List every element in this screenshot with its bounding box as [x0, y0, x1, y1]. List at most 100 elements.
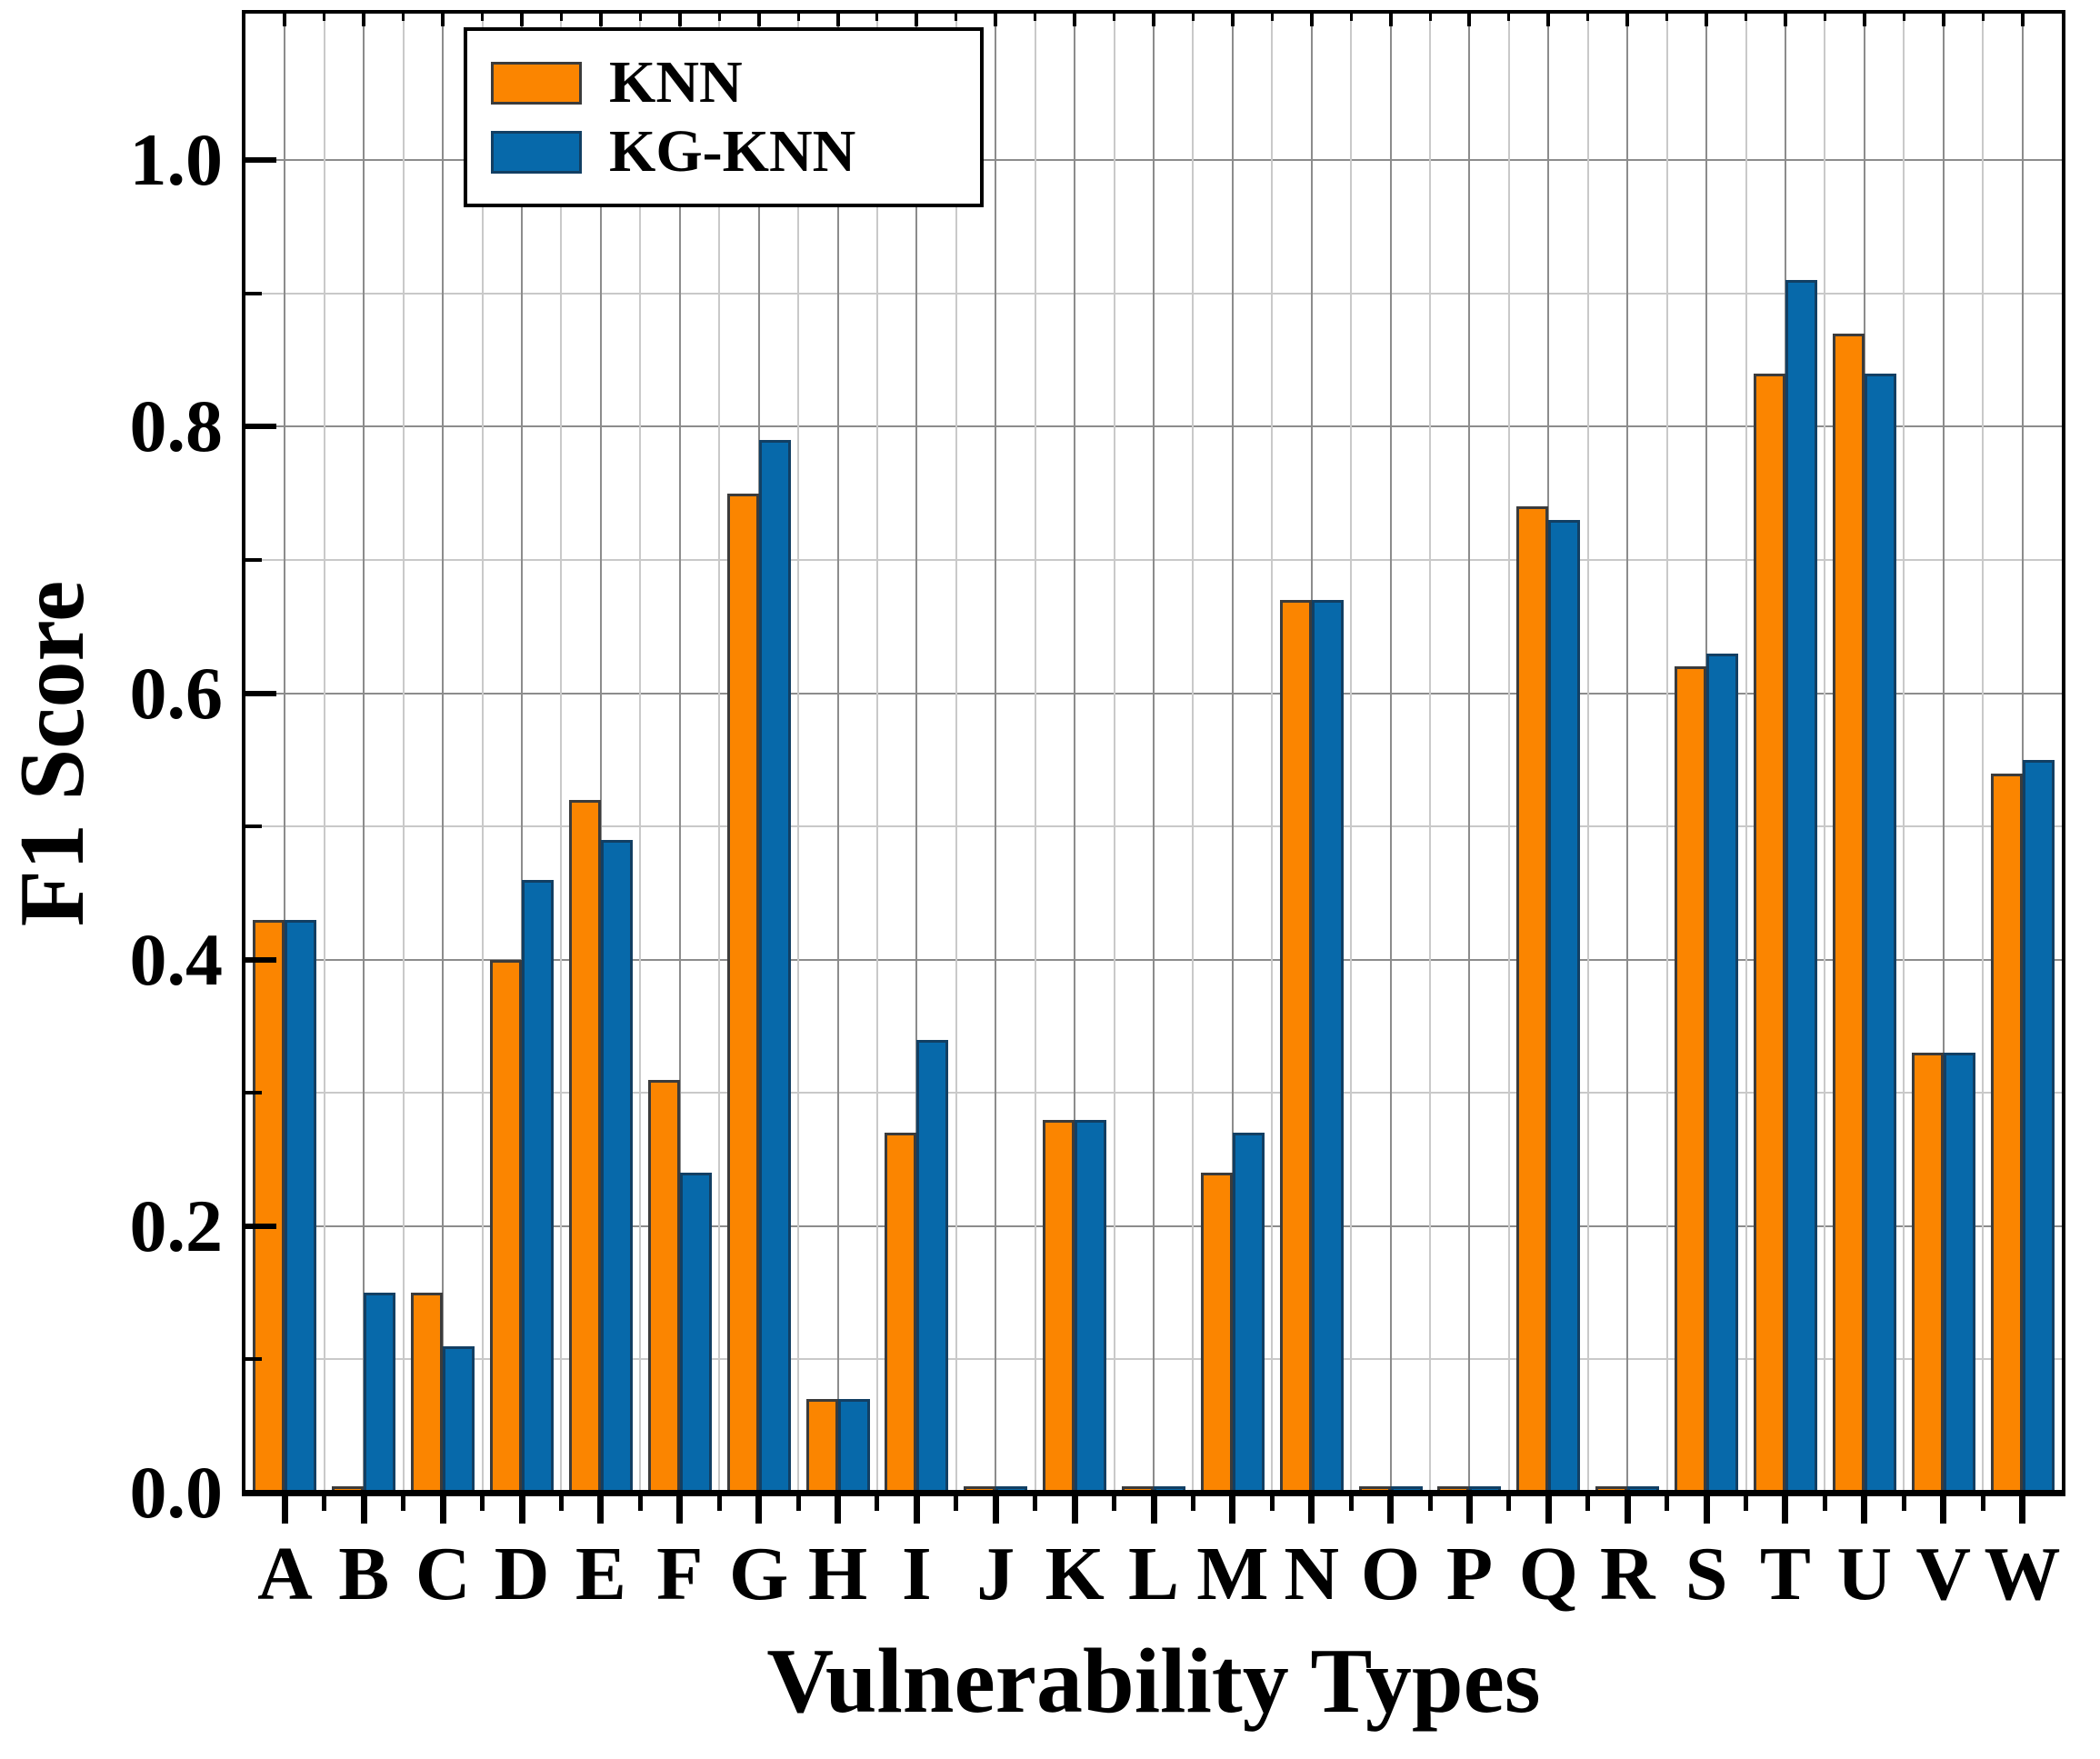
- x-major-tick: [281, 1496, 288, 1524]
- x-major-tick: [913, 1496, 920, 1524]
- x-category-label-A: A: [257, 1532, 313, 1616]
- x-major-tick: [360, 1496, 367, 1524]
- x-minor-tick: [1585, 1496, 1591, 1511]
- plot-area: [245, 14, 2062, 1493]
- y-minor-tick: [245, 1091, 262, 1095]
- x-top-minor-tick: [1586, 14, 1590, 21]
- bar-kg-knn-N: [1311, 599, 1344, 1493]
- y-tick-label-0.2: 0.2: [129, 1184, 224, 1267]
- bar-kg-knn-L: [1154, 1485, 1185, 1493]
- x-top-tick: [915, 14, 919, 26]
- bar-knn-W: [1990, 773, 2023, 1493]
- x-minor-tick: [1190, 1496, 1195, 1511]
- v-gridline-center: [1231, 14, 1234, 1493]
- x-major-tick: [676, 1496, 684, 1524]
- v-gridline-center: [1074, 14, 1076, 1493]
- v-gridline-center: [1389, 14, 1392, 1493]
- x-top-tick: [677, 14, 682, 26]
- bar-kg-knn-D: [522, 879, 555, 1493]
- x-major-tick: [1861, 1496, 1868, 1524]
- v-gridline-center: [284, 14, 286, 1493]
- x-top-minor-tick: [1507, 14, 1511, 21]
- x-top-tick: [1152, 14, 1155, 26]
- x-major-tick: [439, 1496, 446, 1524]
- bar-knn-L: [1122, 1485, 1154, 1493]
- bar-knn-J: [964, 1485, 996, 1493]
- y-tick-label-1.0: 1.0: [129, 118, 224, 202]
- bar-knn-A: [253, 919, 285, 1493]
- v-gridline-boundary: [1982, 14, 1985, 1493]
- y-minor-tick: [245, 291, 262, 295]
- bar-kg-knn-A: [285, 919, 317, 1493]
- bar-kg-knn-O: [1390, 1485, 1423, 1493]
- x-category-label-J: J: [976, 1532, 1015, 1616]
- bar-kg-knn-B: [364, 1293, 396, 1493]
- x-category-label-C: C: [415, 1532, 471, 1616]
- bar-kg-knn-G: [758, 440, 791, 1493]
- x-minor-tick: [1427, 1496, 1433, 1511]
- x-category-label-B: B: [338, 1532, 390, 1616]
- legend-label-kg-knn: KG-KNN: [609, 118, 856, 185]
- x-minor-tick: [637, 1496, 643, 1511]
- x-major-tick: [1545, 1496, 1552, 1524]
- v-gridline-boundary: [481, 14, 484, 1493]
- bar-kg-knn-J: [995, 1485, 1028, 1493]
- v-gridline-center: [442, 14, 445, 1493]
- x-top-minor-tick: [796, 14, 800, 21]
- v-gridline-boundary: [1903, 14, 1905, 1493]
- x-minor-tick: [1901, 1496, 1906, 1511]
- x-top-minor-tick: [323, 14, 326, 21]
- x-major-tick: [1465, 1496, 1473, 1524]
- bar-kg-knn-U: [1864, 373, 1896, 1493]
- bar-kg-knn-W: [2022, 759, 2055, 1493]
- x-minor-tick: [1112, 1496, 1117, 1511]
- x-category-label-R: R: [1599, 1532, 1655, 1616]
- x-category-label-N: N: [1284, 1532, 1340, 1616]
- x-top-minor-tick: [638, 14, 642, 21]
- bar-knn-E: [568, 799, 601, 1493]
- v-gridline-boundary: [1586, 14, 1589, 1493]
- x-top-tick: [756, 14, 761, 26]
- y-tick-label-0.8: 0.8: [129, 385, 224, 468]
- v-gridline-boundary: [875, 14, 878, 1493]
- x-top-minor-tick: [1113, 14, 1116, 21]
- x-minor-tick: [1348, 1496, 1354, 1511]
- v-gridline-boundary: [639, 14, 642, 1493]
- v-gridline-boundary: [1665, 14, 1668, 1493]
- v-gridline-boundary: [1192, 14, 1195, 1493]
- x-axis-line: [242, 1490, 2065, 1496]
- bar-knn-H: [805, 1399, 838, 1493]
- bar-kg-knn-E: [600, 839, 633, 1493]
- bar-knn-P: [1437, 1485, 1470, 1493]
- bar-knn-C: [411, 1293, 444, 1493]
- x-minor-tick: [401, 1496, 406, 1511]
- x-major-tick: [1387, 1496, 1395, 1524]
- x-major-tick: [1229, 1496, 1236, 1524]
- x-top-minor-tick: [717, 14, 721, 21]
- x-category-label-T: T: [1759, 1532, 1811, 1616]
- x-top-minor-tick: [1665, 14, 1669, 21]
- x-category-label-G: G: [728, 1532, 789, 1616]
- x-category-label-K: K: [1045, 1532, 1105, 1616]
- v-gridline-center: [521, 14, 524, 1493]
- bar-kg-knn-H: [837, 1399, 870, 1493]
- bar-kg-knn-P: [1469, 1485, 1502, 1493]
- x-top-minor-tick: [481, 14, 485, 21]
- x-minor-tick: [1269, 1496, 1275, 1511]
- bar-knn-F: [647, 1079, 680, 1493]
- bar-knn-R: [1595, 1485, 1628, 1493]
- bar-kg-knn-C: [443, 1345, 475, 1493]
- x-major-tick: [518, 1496, 525, 1524]
- y-minor-tick: [245, 825, 262, 829]
- x-top-minor-tick: [1981, 14, 1985, 21]
- v-gridline-center: [1468, 14, 1471, 1493]
- bar-kg-knn-K: [1075, 1119, 1107, 1493]
- x-top-minor-tick: [1191, 14, 1195, 21]
- v-gridline-boundary: [1271, 14, 1274, 1493]
- x-top-tick: [1546, 14, 1551, 26]
- y-major-tick: [245, 956, 276, 963]
- v-gridline-center: [915, 14, 918, 1493]
- x-minor-tick: [795, 1496, 801, 1511]
- x-top-tick: [1230, 14, 1235, 26]
